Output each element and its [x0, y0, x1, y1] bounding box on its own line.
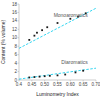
- plot-area: [19, 8, 96, 79]
- point: [44, 75, 46, 77]
- point: [34, 35, 36, 37]
- point: [69, 18, 71, 20]
- point: [57, 74, 59, 76]
- y-tick-label: 8: [14, 44, 17, 49]
- chart: 0246810121416180.40.450.500.550.600.650.…: [0, 0, 100, 98]
- x-tick-label: 0.55: [53, 82, 62, 87]
- x-tick-label: 0.4: [16, 82, 23, 87]
- point: [28, 77, 30, 79]
- y-tick-label: 12: [12, 27, 18, 32]
- point: [49, 75, 51, 77]
- y-tick-label: 16: [12, 10, 18, 15]
- annotation: Diaromatics: [61, 59, 88, 65]
- annotation: Monoaromatics: [54, 12, 89, 18]
- y-tick-label: 18: [12, 2, 18, 7]
- y-axis-label: Content (% volume): [0, 20, 6, 65]
- point: [82, 70, 84, 72]
- trend-line: [19, 68, 96, 79]
- trend-line: [19, 8, 96, 48]
- point: [75, 72, 77, 74]
- y-tick-label: 2: [14, 69, 17, 74]
- point: [36, 32, 38, 34]
- x-tick-label: 0.50: [40, 82, 49, 87]
- y-tick-label: 14: [12, 18, 18, 23]
- x-tick-label: 0.65: [79, 82, 88, 87]
- y-tick-label: 6: [14, 52, 17, 57]
- point: [57, 22, 59, 24]
- point: [64, 74, 66, 76]
- y-axis: [19, 4, 20, 80]
- y-tick-label: 4: [14, 61, 17, 66]
- y-tick-label: 10: [12, 35, 18, 40]
- x-axis: [19, 80, 96, 81]
- x-tick-label: 0.45: [27, 82, 36, 87]
- x-tick-label: 0.70: [92, 82, 100, 87]
- point: [28, 39, 30, 41]
- point: [34, 76, 36, 78]
- x-axis-label: Luminometry Index: [36, 91, 79, 97]
- point: [46, 26, 48, 28]
- x-tick-label: 0.60: [66, 82, 75, 87]
- point: [41, 29, 43, 31]
- point: [39, 76, 41, 78]
